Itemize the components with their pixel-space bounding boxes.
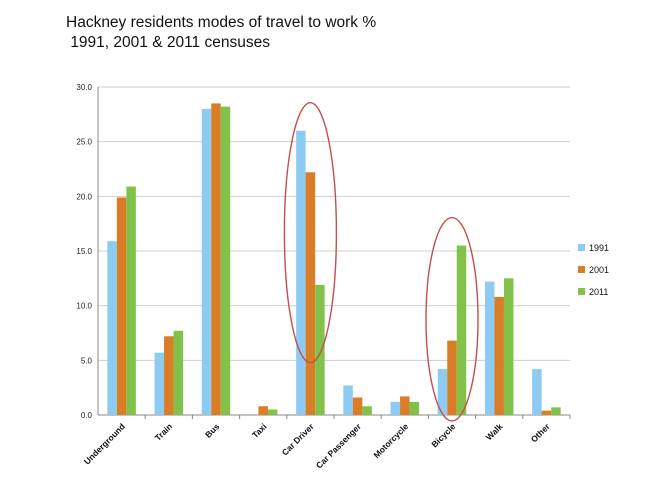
bar-2011	[267, 409, 278, 415]
chart-subtitle: 1991, 2001 & 2011 censuses	[66, 33, 376, 53]
bar-2011	[362, 406, 372, 415]
legend-swatch	[578, 244, 585, 251]
bar-1991	[390, 401, 401, 415]
x-tick-label: Motorcycle	[371, 421, 410, 460]
bar-2011	[456, 245, 467, 415]
bar-2001	[447, 340, 457, 415]
chart-subtitle-text: 1991, 2001 & 2011 censuses	[70, 34, 270, 51]
x-tick-label: Car Driver	[280, 421, 317, 458]
bar-1991	[154, 352, 165, 415]
bar-1991	[107, 241, 117, 415]
bar-2001	[352, 397, 363, 415]
x-tick-label: Car Passenger	[314, 421, 364, 471]
x-tick-label: Bicycle	[429, 421, 457, 449]
y-tick-label: 15.0	[76, 247, 92, 256]
chart-title: Hackney residents modes of travel to wor…	[66, 14, 377, 31]
legend-swatch	[578, 288, 585, 295]
y-axis-ticks: 0.0 5.0 10.0 15.0 20.0 25.0 30.0	[76, 83, 92, 420]
y-tick-label: 25.0	[76, 138, 92, 147]
bar-2001	[400, 396, 410, 415]
bar-2011	[551, 407, 561, 415]
bar-1991	[532, 369, 542, 415]
y-tick-label: 10.0	[76, 302, 92, 311]
chart-title-block: Hackney residents modes of travel to wor…	[66, 13, 376, 53]
legend: 1991 2001 2011	[578, 243, 609, 297]
bar-2001	[258, 406, 268, 415]
bar-2001	[211, 103, 221, 416]
bar-2011	[126, 186, 136, 415]
highlight-ellipse	[283, 102, 338, 364]
bar-2001	[541, 410, 552, 415]
x-tick-label: Train	[153, 421, 174, 442]
legend-swatch	[578, 266, 585, 273]
bar-2011	[409, 401, 420, 415]
y-tick-label: 5.0	[81, 356, 93, 365]
x-tick-label: Bus	[203, 421, 222, 440]
highlight-ellipse	[425, 216, 479, 422]
legend-label: 2011	[589, 287, 608, 297]
bar-2001	[494, 296, 504, 415]
bar-2001	[164, 336, 174, 415]
x-tick-label: Other	[529, 421, 553, 445]
bar-1991	[484, 281, 495, 415]
bar-2011	[315, 284, 325, 415]
bars	[107, 103, 561, 416]
bar-2011	[503, 278, 514, 415]
bar-1991	[343, 385, 353, 415]
y-tick-label: 30.0	[76, 83, 92, 92]
x-tick-label: Taxi	[250, 421, 269, 440]
y-tick-label: 20.0	[76, 192, 92, 201]
bar-2011	[173, 330, 184, 415]
y-tick-label: 0.0	[81, 411, 93, 420]
legend-label: 2001	[589, 265, 609, 275]
annotations	[283, 102, 479, 422]
bar-1991	[437, 369, 448, 415]
x-tick-label: Walk	[484, 421, 505, 442]
bar-2011	[220, 106, 231, 416]
bar-1991	[296, 130, 306, 415]
bar-2001	[305, 172, 316, 415]
x-tick-label: Underground	[82, 421, 127, 466]
bar-2001	[116, 197, 127, 415]
legend-label: 1991	[589, 243, 609, 253]
bar-1991	[201, 108, 212, 415]
